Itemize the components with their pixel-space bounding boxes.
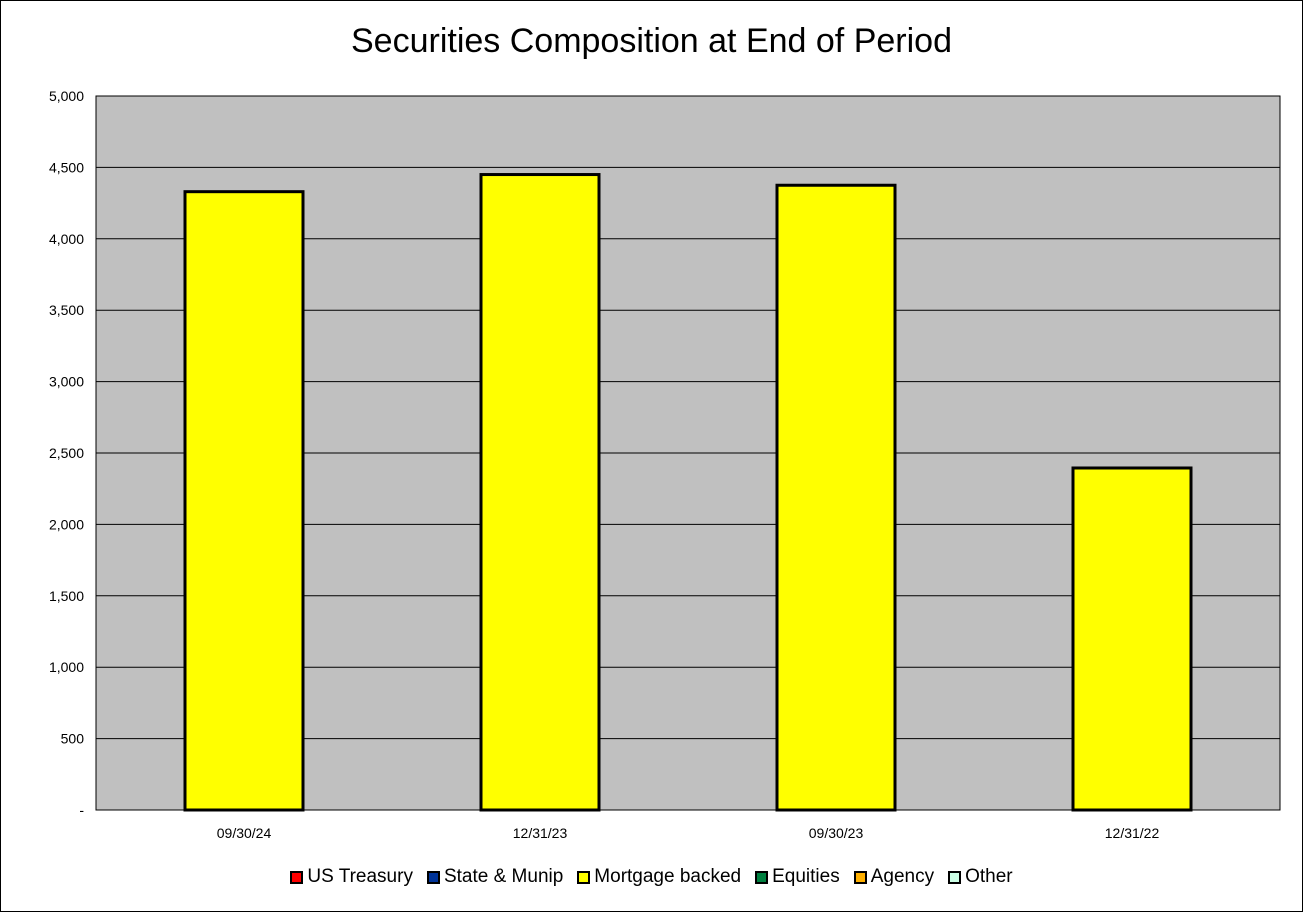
y-tick-label: 2,000 bbox=[49, 516, 84, 532]
y-tick-label: 4,000 bbox=[49, 231, 84, 247]
legend-item: Equities bbox=[755, 866, 840, 888]
plot-border bbox=[95, 95, 1281, 811]
legend-item: US Treasury bbox=[290, 866, 413, 888]
x-axis-tick-labels: 09/30/24 12/31/23 09/30/23 12/31/22 bbox=[217, 825, 1160, 841]
bar-mortgage-backed-3 bbox=[775, 183, 897, 812]
legend-label: Equities bbox=[772, 866, 840, 887]
y-tick-label: 1,500 bbox=[49, 588, 84, 604]
legend-label: Agency bbox=[870, 866, 935, 887]
x-tick-label: 09/30/24 bbox=[217, 825, 272, 841]
legend-label: Mortgage backed bbox=[594, 866, 742, 887]
chart-title: Securities Composition at End of Period bbox=[351, 22, 952, 60]
y-tick-label: 3,500 bbox=[49, 302, 84, 318]
y-tick-label: 3,000 bbox=[49, 374, 84, 390]
legend-swatch bbox=[948, 870, 962, 884]
x-tick-label: 12/31/23 bbox=[513, 825, 568, 841]
legend-swatch bbox=[755, 870, 769, 884]
legend-label: Other bbox=[965, 866, 1013, 887]
y-tick-label: - bbox=[79, 802, 84, 818]
bar-mortgage-backed-1 bbox=[183, 190, 305, 812]
legend-label: State & Munip bbox=[443, 866, 564, 887]
legend-item: Mortgage backed bbox=[577, 866, 741, 888]
y-tick-label: 2,500 bbox=[49, 445, 84, 461]
y-axis-tick-labels: - 500 1,000 1,500 2,000 2,500 3,000 3,500 4,000 4… bbox=[49, 88, 84, 818]
x-tick-label: 12/31/22 bbox=[1105, 825, 1160, 841]
legend-label: US Treasury bbox=[307, 866, 413, 887]
bar-mortgage-backed-4 bbox=[1071, 466, 1193, 812]
y-tick-label: 1,000 bbox=[49, 659, 84, 675]
x-tick-label: 09/30/23 bbox=[809, 825, 864, 841]
legend-swatch bbox=[577, 870, 591, 884]
legend-item: State & Munip bbox=[426, 866, 564, 888]
y-tick-label: 5,000 bbox=[49, 88, 84, 104]
legend-item: Other bbox=[948, 866, 1013, 888]
y-tick-label: 4,500 bbox=[49, 159, 84, 175]
legend-item: Agency bbox=[853, 866, 935, 888]
legend-swatch bbox=[853, 870, 867, 884]
legend-swatch bbox=[290, 870, 304, 884]
legend-swatch bbox=[426, 870, 440, 884]
legend: US Treasury State & Munip Mortgage backed E… bbox=[0, 866, 1303, 888]
bar-mortgage-backed-2 bbox=[479, 173, 601, 812]
bars bbox=[183, 173, 1193, 812]
y-tick-label: 500 bbox=[61, 731, 85, 747]
